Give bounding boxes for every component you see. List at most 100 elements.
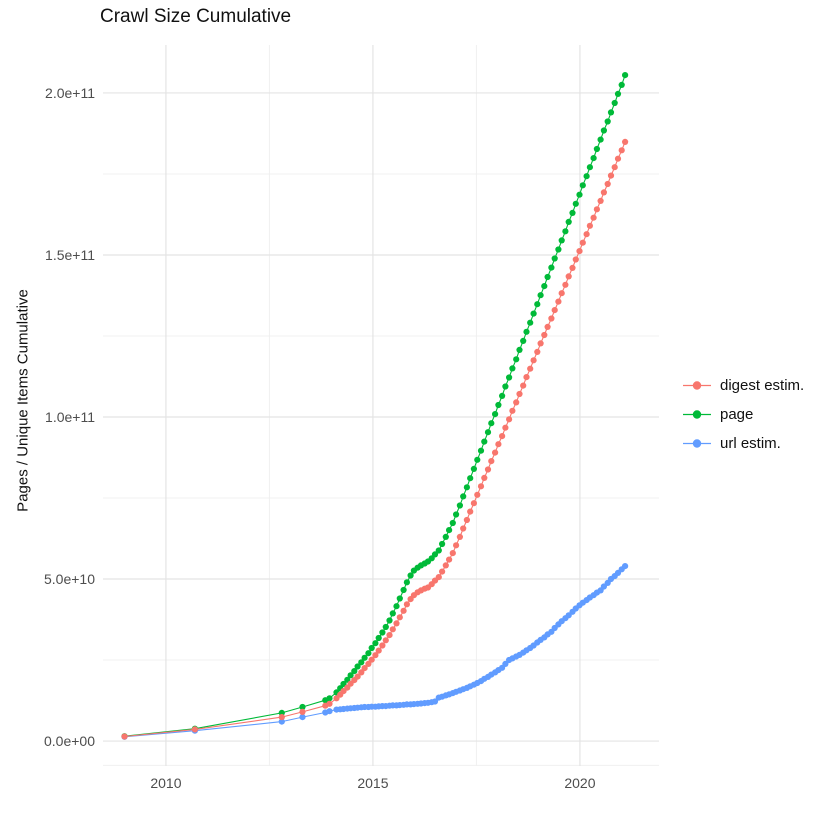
y-tick-label: 0.0e+00 [44, 733, 95, 749]
data-point-page [389, 610, 396, 617]
data-point-digest-estim- [576, 248, 583, 255]
data-point-page [407, 572, 414, 579]
data-point-page [586, 164, 594, 171]
data-point-page [481, 438, 488, 445]
data-point-page [579, 182, 586, 189]
data-point-digest-estim- [562, 281, 569, 288]
legend-item-digest: digest estim. [682, 377, 804, 394]
data-point-page [361, 654, 368, 661]
data-point-digest-estim- [520, 382, 527, 389]
data-point-digest-estim- [299, 708, 306, 716]
data-point-digest-estim- [558, 290, 565, 297]
series-line-digest-estim- [124, 141, 626, 738]
data-point-digest-estim- [368, 656, 375, 663]
data-point-page [523, 328, 530, 335]
data-point-digest-estim- [379, 642, 386, 649]
data-point-page [607, 109, 615, 116]
data-point-url-estim- [502, 660, 509, 668]
chart-title: Crawl Size Cumulative [100, 6, 292, 27]
data-point-digest-estim- [506, 416, 513, 423]
data-point-page [562, 228, 569, 235]
data-point-page [382, 623, 389, 631]
data-point-digest-estim- [477, 483, 485, 490]
data-point-digest-estim- [579, 239, 586, 246]
data-point-digest-estim- [389, 626, 396, 633]
data-point-digest-estim- [449, 550, 456, 557]
data-point-page [516, 346, 523, 353]
data-point-digest-estim- [509, 407, 516, 414]
y-tick-label: 1.5e+11 [45, 247, 95, 263]
data-point-page [372, 640, 379, 647]
data-point-digest-estim- [354, 673, 361, 680]
data-point-digest-estim- [541, 331, 548, 339]
data-point-page [446, 527, 453, 534]
data-point-digest-estim- [527, 365, 534, 372]
data-point-digest-estim- [548, 315, 555, 322]
data-point-digest-estim- [191, 726, 198, 733]
data-point-digest-estim- [484, 466, 492, 473]
data-point-page [299, 703, 306, 711]
data-point-digest-estim- [488, 458, 495, 465]
page-legend-key-icon [683, 410, 711, 419]
data-point-digest-estim- [435, 574, 442, 581]
data-point-url-estim- [622, 563, 629, 570]
data-point-page [597, 136, 604, 143]
y-tick-label: 2.0e+11 [45, 85, 95, 101]
data-point-page [393, 603, 400, 610]
data-point-digest-estim- [614, 155, 622, 162]
data-point-page [439, 540, 446, 548]
data-point-digest-estim- [467, 508, 474, 515]
data-point-digest-estim- [278, 714, 285, 721]
data-point-page [484, 429, 492, 436]
data-point-page [453, 511, 460, 518]
data-point-digest-estim- [456, 533, 463, 541]
data-point-digest-estim- [590, 214, 597, 221]
data-point-page [537, 292, 544, 299]
data-point-page [590, 155, 597, 162]
data-point-digest-estim- [513, 399, 520, 406]
data-point-page [358, 659, 365, 666]
data-point-digest-estim- [396, 614, 403, 621]
data-point-page [569, 209, 576, 216]
data-point-page [449, 519, 456, 527]
data-point-page [474, 456, 481, 463]
data-point-url-estim- [431, 698, 439, 705]
data-point-page [386, 617, 393, 624]
data-point-digest-estim- [361, 665, 368, 672]
y-tick-label: 5.0e+10 [44, 571, 95, 587]
data-point-page [375, 634, 382, 642]
data-point-digest-estim- [375, 647, 382, 654]
data-point-digest-estim- [516, 390, 523, 398]
data-point-page [548, 264, 555, 271]
data-point-page [403, 579, 410, 586]
data-point-page [551, 255, 558, 262]
data-point-digest-estim- [481, 474, 488, 481]
data-point-page [593, 145, 601, 153]
data-point-digest-estim- [604, 180, 611, 188]
data-point-digest-estim- [555, 298, 562, 305]
data-point-digest-estim- [463, 516, 470, 524]
data-point-digest-estim- [597, 197, 604, 204]
legend-item-url: url estim. [682, 435, 804, 452]
data-point-page [600, 127, 608, 134]
data-point-page [467, 475, 474, 482]
data-point-url-estim- [326, 708, 333, 715]
data-point-digest-estim- [544, 323, 551, 330]
data-point-page [558, 237, 565, 244]
data-point-digest-estim- [470, 500, 477, 507]
data-point-digest-estim- [583, 231, 590, 238]
data-point-digest-estim- [572, 256, 579, 263]
data-point-digest-estim- [460, 525, 467, 532]
data-point-page [534, 301, 541, 308]
data-point-digest-estim- [565, 273, 572, 280]
data-point-page [400, 586, 407, 594]
data-point-digest-estim- [358, 669, 365, 676]
data-point-digest-estim- [446, 556, 453, 563]
data-point-page [326, 695, 333, 702]
y-tick-label: 1.0e+11 [45, 409, 95, 425]
data-point-page [565, 218, 572, 225]
data-point-page [456, 502, 463, 509]
data-point-digest-estim- [393, 620, 400, 627]
data-point-page [572, 200, 579, 207]
